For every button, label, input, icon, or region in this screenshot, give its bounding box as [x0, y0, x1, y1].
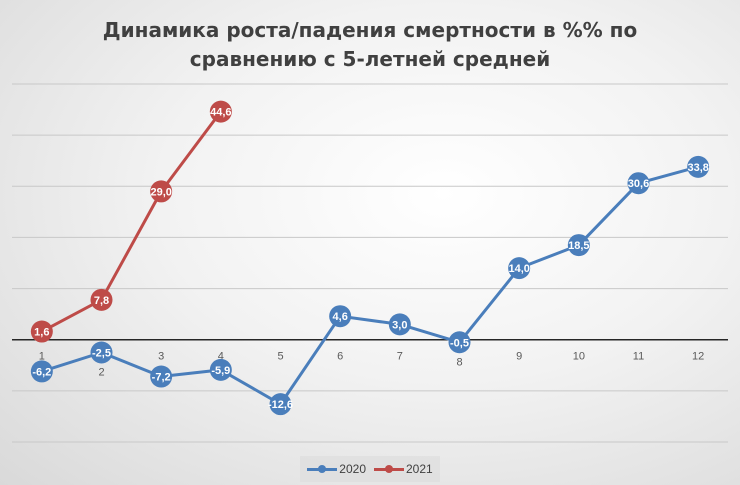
- data-point-2020: [209, 358, 232, 381]
- data-label-2020: 4,6: [333, 311, 348, 323]
- data-label-2020: 30,6: [628, 178, 649, 190]
- data-label-2021: 7,8: [94, 295, 109, 307]
- x-tick-label: 11: [633, 351, 644, 363]
- data-point-2021: [30, 320, 53, 343]
- legend-label-2020: 2020: [339, 462, 366, 476]
- legend: 2020 2021: [300, 456, 440, 482]
- x-tick-label: 3: [158, 351, 164, 363]
- data-label-2020: -5,9: [211, 365, 230, 377]
- legend-item-2020: 2020: [307, 462, 366, 476]
- legend-marker-2021: [374, 464, 404, 473]
- series-line-2021: [41, 110, 223, 333]
- data-point-2020: [150, 365, 173, 388]
- data-label-2020: -0,5: [450, 337, 469, 349]
- data-point-2020: [90, 341, 113, 364]
- chart-title-line-2: сравнению с 5-летней средней: [189, 47, 551, 71]
- data-label-2020: -12,6: [268, 399, 293, 411]
- legend-label-2021: 2021: [406, 462, 433, 476]
- x-tick-label: 12: [692, 351, 704, 363]
- legend-marker-2020: [307, 464, 338, 473]
- chart-title-line-1: Динамика роста/падения смертности в %% п…: [102, 18, 638, 42]
- data-point-2020: [508, 257, 531, 280]
- data-point-2020: [687, 155, 710, 178]
- data-point-2021: [209, 100, 232, 123]
- data-label-2020: 14,0: [508, 263, 529, 275]
- x-tick-label: 2: [98, 367, 104, 379]
- data-label-2020: -7,2: [152, 372, 171, 384]
- x-tick-label: 7: [397, 351, 403, 363]
- x-tick-label: 8: [456, 356, 462, 368]
- data-point-2021: [150, 180, 173, 203]
- data-point-2020: [448, 331, 471, 354]
- chart-title: Динамика роста/падения смертности в %% п…: [0, 16, 740, 74]
- data-label-2020: 3,0: [392, 319, 407, 331]
- x-tick-label: 6: [337, 351, 343, 363]
- x-tick-label: 1: [39, 351, 45, 363]
- x-tick-label: 9: [516, 351, 522, 363]
- data-label-2021: 29,0: [150, 186, 171, 198]
- data-point-2020: [627, 172, 650, 195]
- data-label-2020: -2,5: [92, 348, 111, 360]
- data-point-2021: [90, 288, 113, 311]
- data-label-2020: -6,2: [32, 366, 51, 378]
- x-tick-label: 10: [573, 351, 585, 363]
- data-label-2021: 44,6: [210, 107, 231, 119]
- x-tick-label: 5: [277, 351, 283, 363]
- data-point-2020: [567, 234, 590, 257]
- data-label-2021: 1,6: [34, 327, 49, 339]
- data-label-2020: 18,5: [568, 240, 589, 252]
- data-point-2020: [329, 305, 352, 328]
- data-point-2020: [30, 360, 53, 383]
- data-label-2020: 33,8: [687, 162, 708, 174]
- x-tick-label: 4: [218, 351, 224, 363]
- legend-item-2021: 2021: [374, 462, 433, 476]
- data-point-2020: [269, 393, 292, 416]
- series-line-2020: [41, 165, 699, 406]
- data-point-2020: [388, 313, 411, 336]
